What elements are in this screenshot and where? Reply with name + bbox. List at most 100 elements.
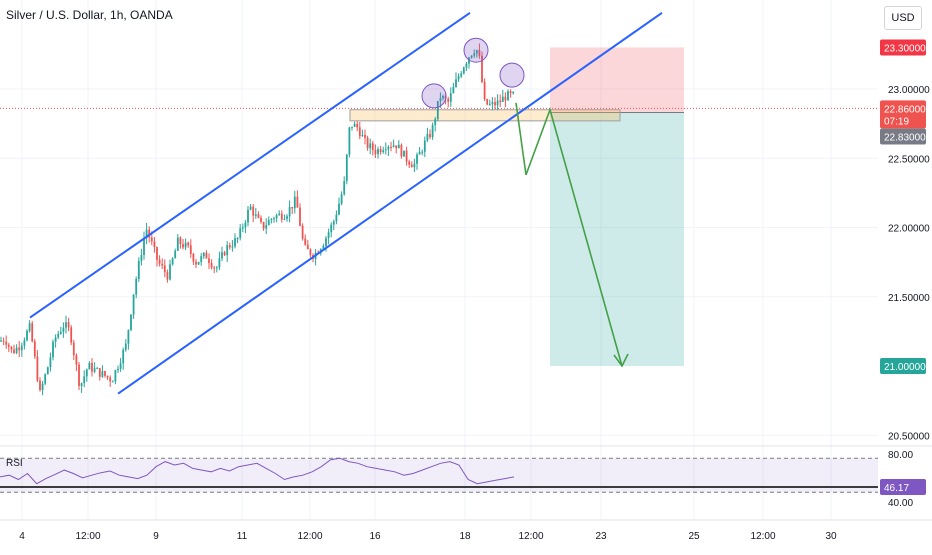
candle-body [371,143,374,150]
candle-body [226,245,229,256]
candle-body [117,368,119,371]
candle-body [288,207,291,217]
candle-body [322,245,325,250]
channel-upper-line [29,12,471,319]
candle-body [488,104,491,106]
candle-body [98,368,101,377]
candle-body [10,346,13,350]
candle-body [247,209,249,223]
candle-body [127,329,130,344]
candle-body [447,98,450,102]
candle-body [174,250,177,259]
candle-body [452,87,455,94]
candle-body [215,267,218,269]
channel-lower-line [117,12,663,395]
candle-body [379,149,382,153]
candle-body [299,207,301,226]
candle-body [23,340,26,346]
candle-body [44,374,47,384]
candle-body [512,91,515,94]
candle-body [405,150,408,162]
candle-body [374,149,377,155]
candle-body [457,76,460,80]
time-tick-label: 18 [459,531,471,542]
candle-body [291,207,294,209]
candle-body [410,164,413,168]
price-tick-label: 23.00000 [888,85,930,96]
pattern-circles[interactable] [421,37,525,109]
candle-body [150,237,153,242]
candle-body [33,341,36,357]
candle-body [345,154,348,182]
target-price-tag-bg [880,358,926,374]
time-tick-label: 23 [595,531,607,542]
candle-body [106,375,109,378]
candle-body [78,364,80,387]
candle-body [213,267,216,269]
stop-loss-zone [550,47,684,113]
candle-body [122,349,125,364]
resistance-zone[interactable] [0,107,878,122]
candle-body [169,264,171,280]
grid [0,0,878,520]
pattern-circle [421,83,447,109]
candle-body [325,238,327,246]
candle-body [286,216,288,219]
candle-body [356,123,359,128]
candle-body [93,368,96,372]
candle-body [26,330,28,341]
candle-body [278,213,281,216]
candle-body [260,217,262,223]
candle-body [166,272,169,280]
entry-price-tag: 22.83000 [884,133,926,144]
projection-arrowhead [613,353,629,368]
candle-body [361,134,364,137]
candle-body [28,323,31,331]
rsi-pane: RSI [0,445,932,493]
candle-body [475,50,478,54]
candle-body [202,252,205,257]
time-tick-label: 30 [825,531,837,542]
projection-path[interactable] [515,102,629,368]
candle-body [182,244,184,248]
candle-body [145,229,148,238]
candle-body [462,67,465,74]
candle-body [83,376,86,384]
candle-body [413,163,416,168]
rsi-value-tag: 46.17 [884,483,909,494]
time-axis: 4 12:00 9 11 12:00 16 18 12:00 23 25 12:00 30 [0,519,932,542]
candle-body [140,255,143,261]
countdown-label: 07:19 [884,116,909,127]
candle-body [348,127,351,155]
time-tick-label: 16 [369,531,381,542]
candle-body [195,261,197,265]
candle-body [208,258,210,263]
candle-body [200,256,203,262]
candle-body [236,238,239,240]
candle-body [494,101,496,106]
candle-body [31,323,34,342]
candle-body [18,347,21,351]
candle-body [223,252,226,256]
time-tick-label: 4 [19,531,25,542]
candle-body [501,96,504,102]
candle-body [369,143,372,149]
candle-body [408,161,411,165]
candle-body [111,381,114,383]
candle-body [210,262,213,268]
candle-body [496,100,499,106]
price-tick-label: 22.50000 [888,154,930,165]
chart-title: Silver / U.S. Dollar, 1h, OANDA [6,8,173,22]
candle-body [70,327,73,343]
candle-body [400,144,403,157]
candle-body [13,349,15,353]
candle-body [434,119,437,126]
ascending-channel[interactable] [29,12,663,395]
time-tick-label: 9 [153,531,159,542]
candle-body [431,125,434,138]
candle-body [426,133,429,141]
currency-button[interactable]: USD [884,6,922,30]
short-position-tool[interactable] [550,47,684,366]
